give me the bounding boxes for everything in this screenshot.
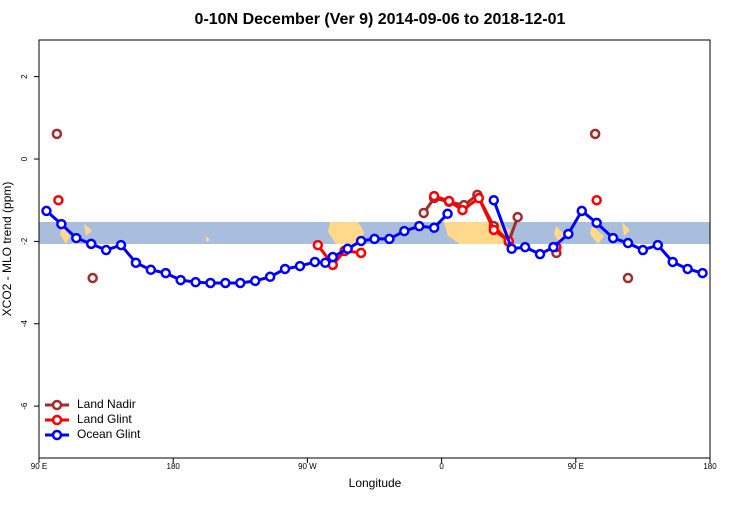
data-point xyxy=(589,128,601,140)
data-point xyxy=(355,235,367,247)
data-point xyxy=(607,232,619,244)
data-point xyxy=(115,239,127,251)
y-tick-label: 0 xyxy=(20,156,29,161)
data-point xyxy=(279,263,291,275)
x-tick-label: 180 xyxy=(703,462,717,471)
y-tick-label: 2 xyxy=(20,74,29,79)
data-point xyxy=(443,195,455,207)
data-point xyxy=(622,272,634,284)
plot-frame xyxy=(38,39,711,459)
data-point xyxy=(56,218,67,230)
data-point xyxy=(41,205,52,217)
data-point xyxy=(355,247,367,259)
data-point xyxy=(51,128,63,140)
data-point xyxy=(591,194,602,206)
x-axis-label: Longitude xyxy=(349,476,402,490)
data-point xyxy=(384,233,395,245)
data-point xyxy=(235,277,246,289)
legend-label: Land Nadir xyxy=(77,397,136,411)
y-tick-label: -2 xyxy=(20,237,29,245)
data-point xyxy=(175,274,186,286)
x-tick-label: 90 E xyxy=(568,462,584,471)
y-axis-label: XCO2 - MLO trend (ppm) xyxy=(0,182,14,317)
data-point xyxy=(442,208,453,220)
data-point xyxy=(249,275,261,287)
data-point xyxy=(369,233,380,245)
data-point xyxy=(473,192,485,204)
data-point xyxy=(534,248,546,260)
data-point xyxy=(418,207,429,219)
data-point xyxy=(264,271,276,283)
data-point xyxy=(312,239,324,251)
data-point xyxy=(327,251,338,263)
data-point xyxy=(488,224,500,236)
data-point xyxy=(342,243,353,255)
legend-marker xyxy=(51,429,63,441)
data-point xyxy=(622,237,634,249)
data-point xyxy=(160,267,171,279)
data-point xyxy=(413,220,425,232)
data-point xyxy=(220,277,231,289)
data-point xyxy=(512,211,523,223)
data-point xyxy=(205,277,216,289)
data-point xyxy=(428,190,440,202)
data-point xyxy=(563,228,574,240)
legend-marker xyxy=(51,399,63,411)
data-point xyxy=(548,241,559,253)
legend-marker xyxy=(51,414,63,426)
y-tick-label: -4 xyxy=(20,320,29,328)
data-point xyxy=(506,243,517,255)
data-point xyxy=(591,217,602,229)
x-tick-label: 90 W xyxy=(298,462,317,471)
data-point xyxy=(682,263,693,275)
data-point xyxy=(519,241,531,253)
data-point xyxy=(130,257,142,269)
data-point xyxy=(428,222,440,234)
data-point xyxy=(697,267,708,279)
land-patch xyxy=(328,222,364,244)
data-point xyxy=(71,232,82,244)
legend-label: Ocean Glint xyxy=(77,427,141,441)
chart-title: 0-10N December (Ver 9) 2014-09-06 to 201… xyxy=(195,11,566,28)
data-point xyxy=(309,256,321,268)
x-tick-label: 180 xyxy=(167,462,181,471)
data-point xyxy=(100,244,112,256)
x-tick-label: 90 E xyxy=(31,462,47,471)
data-point xyxy=(488,194,500,206)
data-point xyxy=(145,264,157,276)
data-point xyxy=(667,256,678,268)
land-patch xyxy=(60,224,92,244)
x-tick-label: 0 xyxy=(439,462,444,471)
data-point xyxy=(399,225,410,237)
data-point xyxy=(294,260,306,272)
data-point xyxy=(87,272,98,284)
data-point xyxy=(457,204,468,216)
data-point xyxy=(320,257,331,269)
legend-label: Land Glint xyxy=(77,412,132,426)
data-point xyxy=(85,238,97,250)
data-point xyxy=(637,244,649,256)
data-point xyxy=(576,205,588,217)
y-tick-label: -6 xyxy=(20,402,29,410)
data-point xyxy=(190,276,201,288)
data-point xyxy=(652,239,664,251)
data-point xyxy=(53,194,64,206)
